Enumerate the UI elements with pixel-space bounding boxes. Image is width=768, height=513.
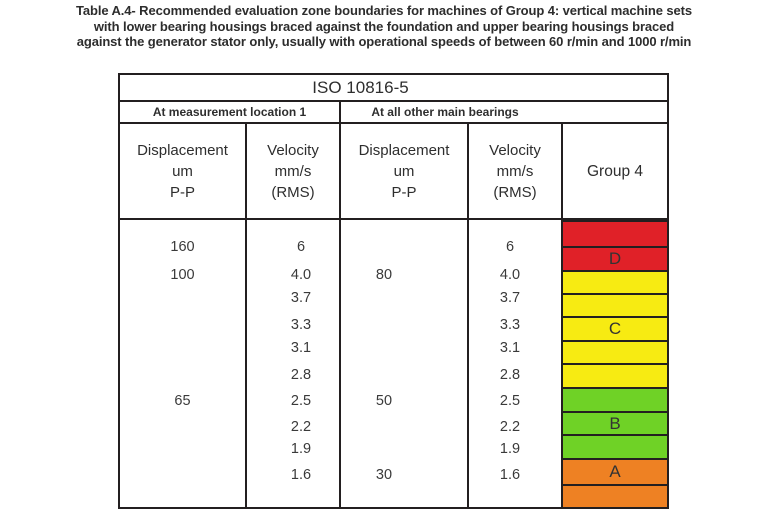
column-header-velocity-loc1: Velocity mm/s (RMS) [247, 124, 339, 218]
column-header-velocity-other: Velocity mm/s (RMS) [469, 124, 561, 218]
iso-evaluation-table: ISO 10816-5 At measurement location 1 At… [118, 73, 669, 509]
velocity-value: 2.2 [290, 419, 312, 435]
velocity-value: 3.1 [499, 340, 521, 356]
displacement-value: 100 [170, 267, 195, 283]
velocity-value: 3.7 [290, 290, 312, 306]
zone-band-yellow-label-c: C [563, 318, 667, 340]
velocity-value: 1.9 [499, 441, 521, 457]
zone-band-yellow [563, 365, 667, 387]
velocity-value: 1.6 [499, 467, 521, 483]
group-header-other-main-bearings: At all other main bearings [341, 102, 667, 122]
zone-band-green [563, 389, 667, 411]
figure-caption: Table A.4- Recommended evaluation zone b… [0, 3, 768, 50]
velocity-value: 2.5 [290, 393, 312, 409]
column-header-displacement-loc1: Displacement um P-P [120, 124, 245, 218]
zone-band-green-label-b: B [563, 413, 667, 434]
velocity-value: 3.1 [290, 340, 312, 356]
velocity-value: 2.8 [499, 367, 521, 383]
velocity-value: 2.2 [499, 419, 521, 435]
zone-band-red [563, 222, 667, 246]
velocity-value: 1.9 [290, 441, 312, 457]
zone-band-red-label-d: D [563, 248, 667, 270]
figure-caption-line-1: Table A.4- Recommended evaluation zone b… [75, 3, 692, 18]
displacement-value: 50 [375, 393, 393, 409]
velocity-value: 2.8 [290, 367, 312, 383]
displacement-value: 30 [375, 467, 393, 483]
column-displacement-loc1: 160 100 65 [120, 220, 245, 507]
column-velocity-other: 6 4.0 3.7 3.3 3.1 2.8 2.5 2.2 1.9 1.6 [469, 220, 561, 507]
zone-band-yellow [563, 295, 667, 316]
column-group4-zones: D C B A [563, 220, 667, 507]
zone-band-yellow [563, 272, 667, 293]
figure-caption-line-3: against the generator stator only, usual… [76, 34, 692, 49]
velocity-value: 3.3 [499, 317, 521, 333]
velocity-value: 6 [296, 239, 306, 255]
figure-caption-line-2: with lower bearing housings braced again… [93, 18, 675, 34]
velocity-value: 3.3 [290, 317, 312, 333]
column-header-group-4: Group 4 [563, 124, 667, 218]
column-header-displacement-other: Displacement um P-P [341, 124, 467, 218]
zone-band-orange [563, 486, 667, 507]
velocity-value: 1.6 [290, 467, 312, 483]
group-header-measurement-location-1: At measurement location 1 [120, 102, 339, 122]
zone-band-yellow [563, 342, 667, 363]
displacement-value: 80 [375, 267, 393, 283]
velocity-value: 3.7 [499, 290, 521, 306]
zone-band-green [563, 436, 667, 458]
zone-band-orange-label-a: A [563, 460, 667, 484]
displacement-value: 65 [174, 393, 191, 409]
displacement-value: 160 [170, 239, 195, 255]
standard-name-cell: ISO 10816-5 [120, 75, 667, 100]
velocity-value: 4.0 [499, 267, 521, 283]
velocity-value: 2.5 [499, 393, 521, 409]
velocity-value: 4.0 [290, 267, 312, 283]
column-displacement-other: 80 50 30 [341, 220, 467, 507]
column-velocity-loc1: 6 4.0 3.7 3.3 3.1 2.8 2.5 2.2 1.9 1.6 [247, 220, 339, 507]
velocity-value: 6 [505, 239, 515, 255]
